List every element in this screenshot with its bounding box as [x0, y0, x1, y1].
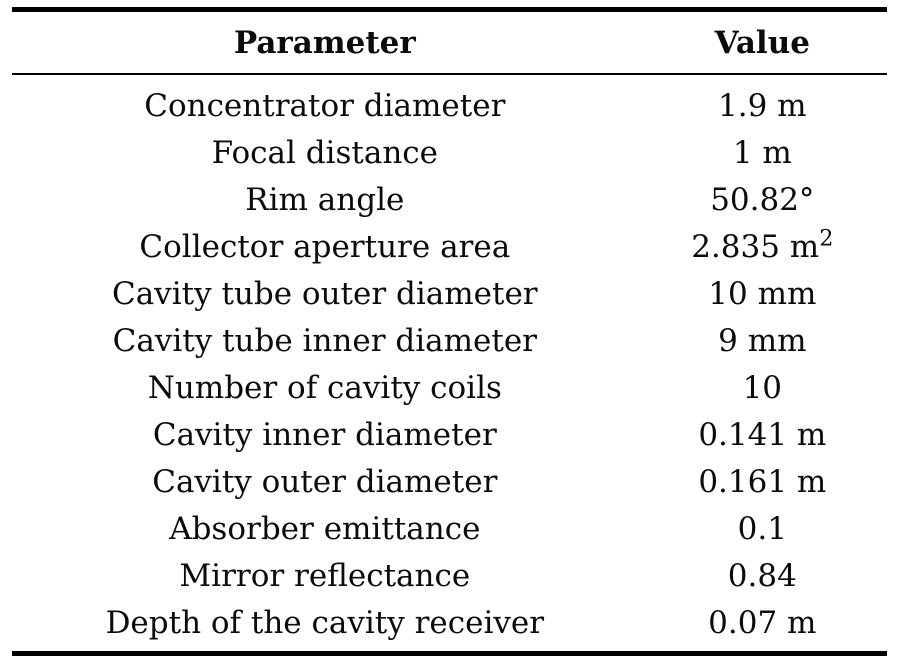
value-text: 0.141 m — [698, 416, 827, 453]
parameter-cell: Depth of the cavity receiver — [105, 604, 545, 641]
value-text: 1 m — [732, 134, 792, 171]
parameters-table: Parameter Value Concentrator diameter 1.… — [12, 7, 887, 656]
table-row: Cavity tube outer diameter 10 mm — [12, 270, 887, 317]
top-rule — [12, 7, 887, 12]
value-cell: 9 mm — [638, 323, 887, 359]
table-row: Cavity inner diameter 0.141 m — [12, 411, 887, 458]
value-text: 0.1 — [737, 510, 787, 547]
parameter-cell: Collector aperture area — [139, 228, 511, 265]
table-row: Cavity tube inner diameter 9 mm — [12, 317, 887, 364]
value-text: 0.07 m — [708, 604, 817, 641]
parameter-cell: Absorber emittance — [169, 510, 481, 547]
parameter-cell: Rim angle — [245, 181, 405, 218]
value-cell: 50.82° — [638, 182, 887, 218]
table-row: Number of cavity coils 10 — [12, 364, 887, 411]
table-row: Depth of the cavity receiver 0.07 m — [12, 599, 887, 646]
value-cell: 2.835 m2 — [638, 227, 887, 265]
table-row: Mirror reflectance 0.84 — [12, 552, 887, 599]
bottom-rule — [12, 651, 887, 656]
table-row: Focal distance 1 m — [12, 129, 887, 176]
value-cell: 0.161 m — [638, 464, 887, 500]
table-body: Concentrator diameter 1.9 m Focal distan… — [12, 75, 887, 651]
value-text: 0.161 m — [698, 463, 827, 500]
table-row: Absorber emittance 0.1 — [12, 505, 887, 552]
value-text: 0.84 — [727, 557, 797, 594]
table-row: Rim angle 50.82° — [12, 176, 887, 223]
table-header-row: Parameter Value — [12, 12, 887, 73]
column-header-parameter: Parameter — [233, 24, 416, 61]
parameter-cell: Mirror reflectance — [179, 557, 471, 594]
value-cell: 0.141 m — [638, 417, 887, 453]
value-cell: 0.84 — [638, 558, 887, 594]
parameter-cell: Focal distance — [211, 134, 438, 171]
value-text: 1.9 m — [718, 87, 807, 124]
value-text: 10 mm — [708, 275, 817, 312]
value-cell: 10 — [638, 370, 887, 406]
value-superscript: 2 — [819, 225, 834, 252]
value-cell: 1 m — [638, 135, 887, 171]
table-row: Concentrator diameter 1.9 m — [12, 82, 887, 129]
value-text: 9 mm — [718, 322, 807, 359]
value-cell: 1.9 m — [638, 88, 887, 124]
parameter-cell: Number of cavity coils — [147, 369, 502, 406]
table-row: Collector aperture area 2.835 m2 — [12, 223, 887, 270]
value-cell: 10 mm — [638, 276, 887, 312]
value-cell: 0.1 — [638, 511, 887, 547]
value-text: 2.835 m — [691, 228, 820, 265]
column-header-value: Value — [714, 24, 810, 61]
parameter-cell: Concentrator diameter — [144, 87, 506, 124]
parameter-cell: Cavity tube outer diameter — [111, 275, 538, 312]
value-text: 50.82° — [710, 181, 815, 218]
parameter-cell: Cavity inner diameter — [152, 416, 497, 453]
parameter-cell: Cavity tube inner diameter — [112, 322, 537, 359]
header-rule — [12, 73, 887, 75]
value-text: 10 — [742, 369, 783, 406]
parameter-cell: Cavity outer diameter — [152, 463, 498, 500]
table-row: Cavity outer diameter 0.161 m — [12, 458, 887, 505]
value-cell: 0.07 m — [638, 605, 887, 641]
